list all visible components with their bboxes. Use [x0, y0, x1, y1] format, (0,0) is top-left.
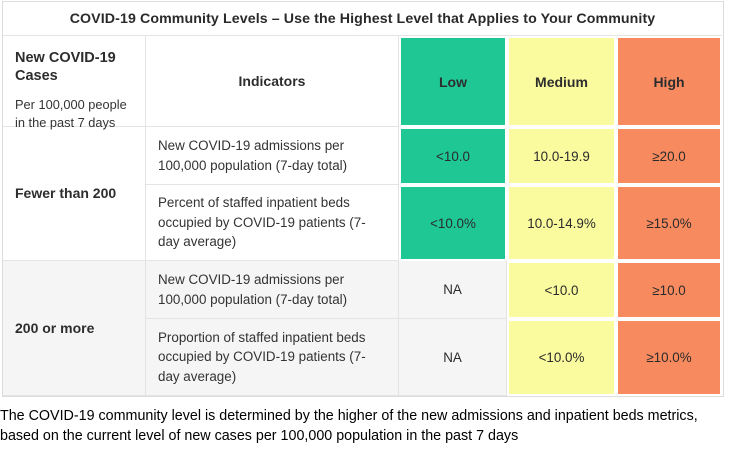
- low-column-header: Low: [399, 36, 507, 127]
- value-cell-low: <10.0: [399, 127, 507, 185]
- cases-group-label-fewer-than-200: Fewer than 200: [3, 127, 146, 261]
- value-cell-medium: 10.0-14.9%: [507, 185, 616, 261]
- value-cell-low-na: NA: [399, 261, 507, 319]
- indicators-column-header: Indicators: [146, 36, 399, 127]
- value-cell-low-na: NA: [399, 319, 507, 396]
- cases-group-label-200-or-more: 200 or more: [3, 261, 146, 396]
- high-column-header: High: [616, 36, 722, 127]
- cases-header-title: New COVID-19 Cases: [15, 50, 116, 85]
- indicator-cell-admissions-group2: New COVID-19 admissions per 100,000 popu…: [146, 261, 399, 319]
- value-cell-high: ≥20.0: [616, 127, 722, 185]
- value-cell-medium: <10.0: [507, 261, 616, 319]
- value-cell-high: ≥10.0: [616, 261, 722, 319]
- table-footnote: The COVID-19 community level is determin…: [0, 408, 698, 445]
- table-title: COVID-19 Community Levels – Use the High…: [3, 2, 722, 36]
- medium-column-header: Medium: [507, 36, 616, 127]
- indicator-cell-inpatient-beds-group1: Percent of staffed inpatient beds occupi…: [146, 185, 399, 261]
- cases-column-header: New COVID-19 Cases Per 100,000 people in…: [3, 36, 146, 130]
- community-levels-table: COVID-19 Community Levels – Use the High…: [2, 1, 724, 397]
- cases-header-subtitle: Per 100,000 people in the past 7 days: [15, 97, 127, 131]
- value-cell-medium: 10.0-19.9: [507, 127, 616, 185]
- indicator-cell-admissions-group1: New COVID-19 admissions per 100,000 popu…: [146, 127, 399, 185]
- value-cell-high: ≥10.0%: [616, 319, 722, 396]
- value-cell-low: <10.0%: [399, 185, 507, 261]
- value-cell-high: ≥15.0%: [616, 185, 722, 261]
- indicator-cell-inpatient-beds-group2: Proportion of staffed inpatient beds occ…: [146, 319, 399, 396]
- value-cell-medium: <10.0%: [507, 319, 616, 396]
